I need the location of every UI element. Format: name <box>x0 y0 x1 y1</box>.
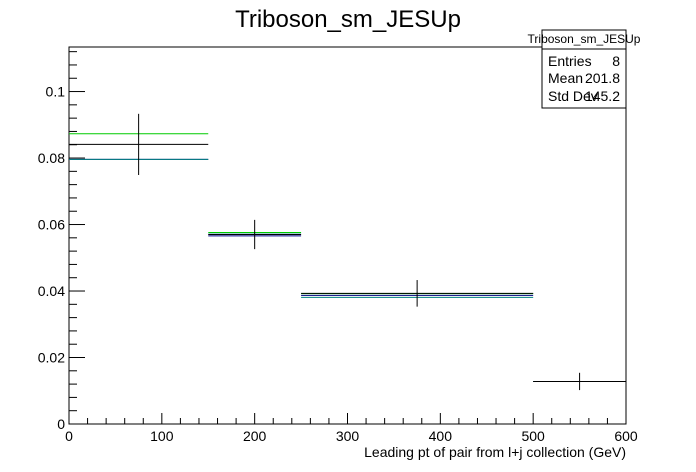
chart-title: Triboson_sm_JESUp <box>235 6 461 33</box>
stats-entries-label: Entries <box>548 53 592 69</box>
x-tick-label: 300 <box>336 428 360 444</box>
stats-box-title: Triboson_sm_JESUp <box>528 32 641 46</box>
stats-box-frame <box>541 29 627 109</box>
x-tick-label: 0 <box>65 428 73 444</box>
x-tick-label: 600 <box>614 428 638 444</box>
stats-mean-value: 201.8 <box>585 70 620 86</box>
y-tick-label: 0.06 <box>38 217 65 233</box>
y-tick-label: 0.08 <box>38 150 65 166</box>
x-axis: 0 100 200 300 400 500 600 <box>65 413 638 444</box>
y-tick-label: 0.1 <box>46 84 66 100</box>
x-tick-label: 200 <box>243 428 267 444</box>
series-layer <box>69 113 626 391</box>
stats-entries-value: 8 <box>612 53 620 69</box>
histogram-series <box>69 158 626 382</box>
y-tick-label: 0.02 <box>38 350 65 366</box>
stats-stddev-label: Std Dev <box>548 88 598 104</box>
histogram-series <box>69 113 626 391</box>
x-axis-label: Leading pt of pair from l+j collection (… <box>364 444 626 460</box>
histogram-series <box>69 133 626 382</box>
x-tick-label: 100 <box>150 428 174 444</box>
histogram-series <box>69 158 626 382</box>
stats-stddev-value: 145.2 <box>585 88 620 104</box>
stats-mean-label: Mean <box>548 70 583 86</box>
x-tick-label: 500 <box>521 428 545 444</box>
y-tick-label: 0.04 <box>38 283 65 299</box>
stats-box: Triboson_sm_JESUp Entries 8 Mean 201.8 S… <box>528 29 641 109</box>
x-tick-label: 400 <box>429 428 453 444</box>
y-tick-label: 0 <box>57 416 65 432</box>
y-axis: 0 0.02 0.04 0.06 0.08 0.1 <box>38 51 85 432</box>
